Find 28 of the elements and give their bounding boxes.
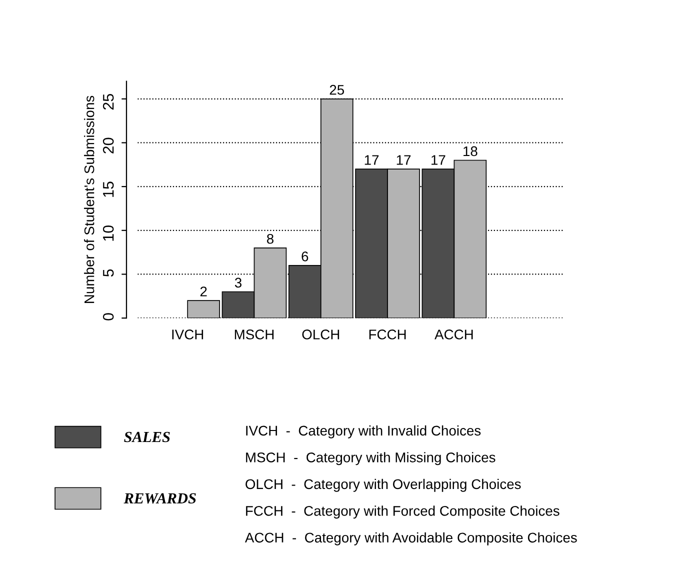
y-tick-label: 25 [102,94,114,110]
text: FCCH - Category with Forced Composite Choices [246,506,560,519]
y-tick-label: 20 [102,138,114,154]
y-axis-title: Number of Student's Submissions [84,96,94,303]
y-tick-label: 10 [102,225,114,241]
text: MSCH - Category with Missing Choices [246,452,496,466]
data-label: 18 [464,146,478,156]
x-tick-label: OLCH [302,330,340,340]
text: ACCH - Category with Avoidable Composite Choices [244,532,577,546]
x-tick-label: IVCH [172,330,204,340]
y-tick-label: 0 [102,313,114,320]
y-tick-label: 15 [103,182,114,197]
text: OLCH - Category with Overlapping Choices [246,478,521,492]
x-tick-label: ACCH [434,330,473,340]
data-label: 8 [266,234,274,244]
data-label: 17 [396,155,411,165]
data-label: 17 [432,155,446,165]
data-label: 17 [364,155,379,165]
data-label: 6 [302,252,308,262]
data-label: 2 [200,286,207,296]
x-tick-label: FCCH [369,330,406,340]
data-label: 25 [330,84,344,95]
y-tick-label: 5 [103,269,114,277]
legend-label: SALES [124,432,170,442]
x-tick-label: MSCH [234,330,274,340]
data-label: 3 [234,278,242,288]
text: IVCH - Category with Invalid Choices [246,425,481,438]
legend-label: REWARDS [124,493,196,504]
